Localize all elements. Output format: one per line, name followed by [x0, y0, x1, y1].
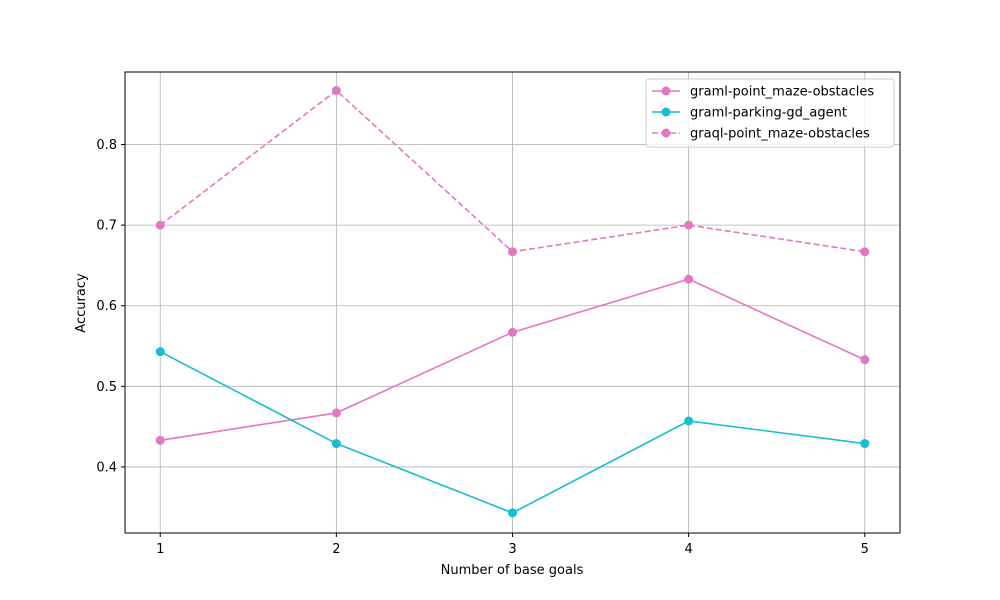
series-1 [155, 274, 870, 445]
legend-label: graml-parking-gd_agent [690, 106, 847, 121]
series-3 [155, 86, 870, 257]
y-tick-label: 0.7 [96, 219, 117, 234]
legend-label: graql-point_maze-obstacles [690, 127, 870, 142]
legend-item: graml-parking-gd_agent [652, 106, 847, 121]
y-tick-label: 0.4 [96, 460, 117, 475]
legend-marker [661, 86, 671, 96]
x-axis-label: Number of base goals [441, 563, 584, 578]
data-point [508, 327, 517, 337]
x-tick-label: 3 [508, 542, 516, 557]
y-axis-label: Accuracy [74, 273, 89, 333]
data-point [331, 408, 341, 418]
y-axis: 0.4 0.5 0.6 0.7 0.8 [96, 138, 125, 475]
legend: graml-point_maze-obstacles graml-parking-… [645, 78, 895, 148]
legend-box [645, 78, 895, 148]
legend-marker [661, 128, 671, 138]
data-point [684, 274, 694, 284]
data-point [684, 220, 694, 230]
x-tick-label: 2 [332, 542, 340, 557]
data-point [860, 439, 870, 449]
data-point [860, 247, 870, 257]
data-point [155, 435, 165, 445]
data-point [331, 439, 341, 449]
y-tick-label: 0.8 [96, 138, 117, 153]
y-tick-label: 0.5 [96, 380, 117, 395]
data-point [508, 247, 517, 257]
legend-item: graml-point_maze-obstacles [652, 85, 874, 100]
series-2 [155, 347, 870, 518]
y-tick-label: 0.6 [96, 299, 117, 314]
data-point [684, 416, 694, 426]
data-point [331, 86, 341, 96]
data-point [155, 347, 165, 357]
data-point [155, 220, 165, 230]
x-tick-label: 5 [861, 542, 869, 557]
x-tick-label: 1 [156, 542, 164, 557]
legend-label: graml-point_maze-obstacles [690, 85, 874, 100]
x-tick-label: 4 [684, 542, 692, 557]
data-point [508, 508, 517, 518]
series-group [155, 86, 870, 518]
legend-marker [661, 107, 671, 117]
x-axis: 1 2 3 4 5 [156, 533, 869, 557]
data-point [860, 355, 870, 365]
legend-item: graql-point_maze-obstacles [652, 127, 870, 142]
